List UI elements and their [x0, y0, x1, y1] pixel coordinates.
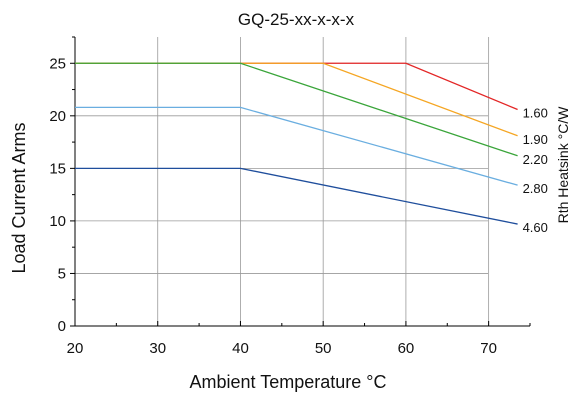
axes [70, 36, 531, 327]
y-tick-label: 25 [49, 55, 66, 72]
x-tick-label: 60 [398, 340, 415, 357]
y-tick-label: 20 [49, 108, 66, 125]
y-axis-label: Load Current Arms [9, 122, 29, 273]
series-line-1-60 [75, 62, 518, 111]
legend-title: Rth Heatsink °C/W [555, 106, 571, 224]
tick-labels: 0 5 10 15 20 25 20 30 40 50 60 70 [49, 55, 497, 357]
series-label-1-90: 1.90 [523, 132, 548, 147]
y-tick-label: 15 [49, 160, 66, 177]
series-line-4-60 [75, 167, 518, 225]
x-tick-label: 40 [232, 340, 249, 357]
series-lines [75, 62, 518, 225]
x-tick-label: 70 [480, 340, 497, 357]
x-tick-label: 20 [67, 340, 84, 357]
series-label-1-60: 1.60 [523, 106, 548, 121]
y-tick-label: 0 [58, 318, 66, 335]
chart-title: GQ-25-xx-x-x-x [238, 10, 355, 29]
series-label-2-80: 2.80 [523, 181, 548, 196]
series-line-2-80 [75, 106, 518, 186]
series-label-2-20: 2.20 [523, 152, 548, 167]
x-tick-label: 50 [315, 340, 332, 357]
x-tick-label: 30 [149, 340, 166, 357]
x-axis-label: Ambient Temperature °C [190, 372, 387, 392]
y-tick-label: 5 [58, 265, 66, 282]
y-tick-label: 10 [49, 213, 66, 230]
series-line-2-20 [75, 62, 518, 157]
series-labels: 1.60 1.90 2.20 2.80 4.60 [523, 106, 548, 236]
series-label-4-60: 4.60 [523, 220, 548, 235]
series-line-1-90 [75, 62, 518, 137]
grid [75, 37, 490, 326]
